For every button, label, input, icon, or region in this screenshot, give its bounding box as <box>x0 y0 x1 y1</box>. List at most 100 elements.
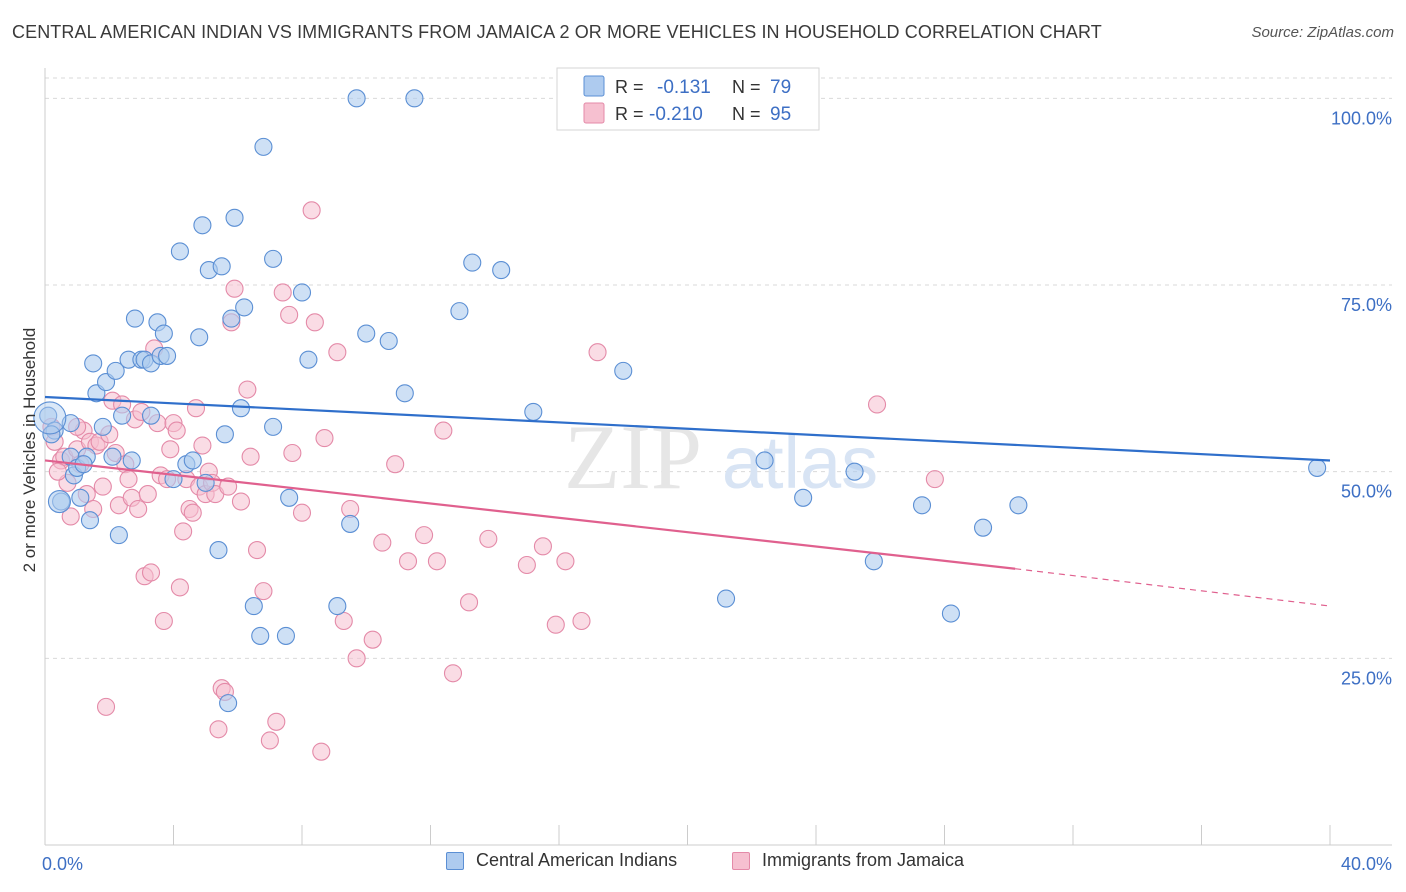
blue-point <box>299 350 318 369</box>
pink-point <box>96 697 116 716</box>
blue-points <box>33 89 1327 713</box>
blue-point <box>154 324 173 343</box>
blue-point <box>755 451 774 470</box>
pink-point <box>283 443 302 463</box>
pink-point <box>260 731 279 750</box>
blue-point <box>264 249 283 268</box>
blue-point <box>80 511 100 530</box>
pink-point <box>517 555 536 575</box>
pink-point <box>254 582 273 601</box>
legend-r-label-1: R = <box>615 77 644 97</box>
blue-point <box>450 302 469 321</box>
blue-point <box>463 253 482 272</box>
blue-point <box>122 451 141 470</box>
pink-point <box>241 447 260 466</box>
blue-point <box>113 406 132 425</box>
pink-point <box>459 593 479 612</box>
blue-point <box>614 361 633 380</box>
blue-point <box>190 328 209 347</box>
pink-point <box>556 552 575 571</box>
blue-point <box>912 496 932 515</box>
legend-box: R = -0.131 N = 79 R = -0.210 N = 95 <box>556 67 820 131</box>
x-tick-label-min: 0.0% <box>42 854 83 874</box>
blue-point <box>1308 458 1327 477</box>
blue-point <box>84 354 103 373</box>
pink-point <box>443 664 463 683</box>
blue-point <box>395 384 414 403</box>
pink-point <box>925 470 944 489</box>
blue-point <box>1009 496 1028 515</box>
pink-point <box>373 533 392 552</box>
blue-point <box>183 451 202 470</box>
blue-point <box>328 597 347 616</box>
blue-point <box>254 137 273 156</box>
trend-lines <box>44 395 1331 607</box>
blue-point <box>109 526 128 545</box>
pink-trend-extension <box>1015 568 1331 607</box>
pink-point <box>588 343 607 362</box>
blue-point <box>973 518 993 537</box>
blue-point <box>106 361 125 380</box>
blue-point <box>158 346 177 365</box>
y-tick-labels: 25.0% 50.0% 75.0% 100.0% <box>1331 108 1392 688</box>
blue-point <box>276 626 295 645</box>
source-note: Source: ZipAtlas.com <box>1251 24 1394 41</box>
bottom-legend-label-pink: Immigrants from Jamaica <box>762 850 965 870</box>
x-tick-label-max: 40.0% <box>1341 854 1392 874</box>
bottom-legend: Central American Indians Immigrants from… <box>0 850 1406 878</box>
pink-point <box>302 201 321 220</box>
blue-point <box>264 417 283 436</box>
bottom-legend-label-blue: Central American Indians <box>476 850 678 870</box>
blue-point <box>716 589 736 608</box>
blue-point <box>492 261 511 280</box>
pink-point <box>292 503 312 522</box>
gridlines <box>45 77 1392 659</box>
blue-point <box>222 309 241 328</box>
blue-point <box>405 89 424 108</box>
pink-point <box>267 712 286 731</box>
y-axis-label-wrap: 2 or more Vehicles in Household <box>17 300 43 600</box>
blue-point-large <box>33 401 67 435</box>
pink-point <box>315 429 334 448</box>
blue-point <box>61 414 80 433</box>
pink-point <box>154 611 173 631</box>
blue-point <box>209 541 228 560</box>
pink-point <box>305 313 324 332</box>
watermark-zip: ZIP <box>564 406 702 508</box>
pink-point <box>225 279 244 298</box>
pink-trend-line <box>44 459 1016 570</box>
legend-r-value-2: -0.210 <box>649 104 703 125</box>
pink-point <box>231 492 251 511</box>
pink-point <box>434 421 453 440</box>
legend-n-value-2: 95 <box>770 104 791 125</box>
pink-point <box>312 742 331 761</box>
blue-point <box>103 447 122 466</box>
y-tick-label: 25.0% <box>1341 668 1392 688</box>
blue-point <box>212 257 231 276</box>
pink-point <box>867 395 887 414</box>
y-tick-label: 75.0% <box>1341 295 1392 315</box>
blue-trend-line <box>44 395 1331 462</box>
bottom-legend-swatch-pink <box>732 851 750 870</box>
blue-point <box>193 216 212 235</box>
blue-point <box>225 208 244 227</box>
y-tick-label: 50.0% <box>1341 482 1392 502</box>
blue-point <box>864 552 883 571</box>
pink-point <box>167 421 186 440</box>
pink-point <box>138 485 157 504</box>
blue-point <box>794 488 813 507</box>
blue-point <box>71 488 90 507</box>
pink-point <box>141 563 161 582</box>
pink-point <box>273 283 292 302</box>
blue-point <box>524 402 543 421</box>
pink-point <box>533 537 552 556</box>
pink-point <box>479 529 498 548</box>
pink-point <box>427 552 446 571</box>
legend-n-value-1: 79 <box>770 77 791 98</box>
pink-point <box>161 440 180 459</box>
legend-swatch-blue <box>583 75 605 97</box>
pink-point <box>334 611 353 631</box>
pink-point <box>415 526 434 545</box>
blue-point <box>941 604 960 623</box>
legend-r-value-1: -0.131 <box>657 77 711 98</box>
